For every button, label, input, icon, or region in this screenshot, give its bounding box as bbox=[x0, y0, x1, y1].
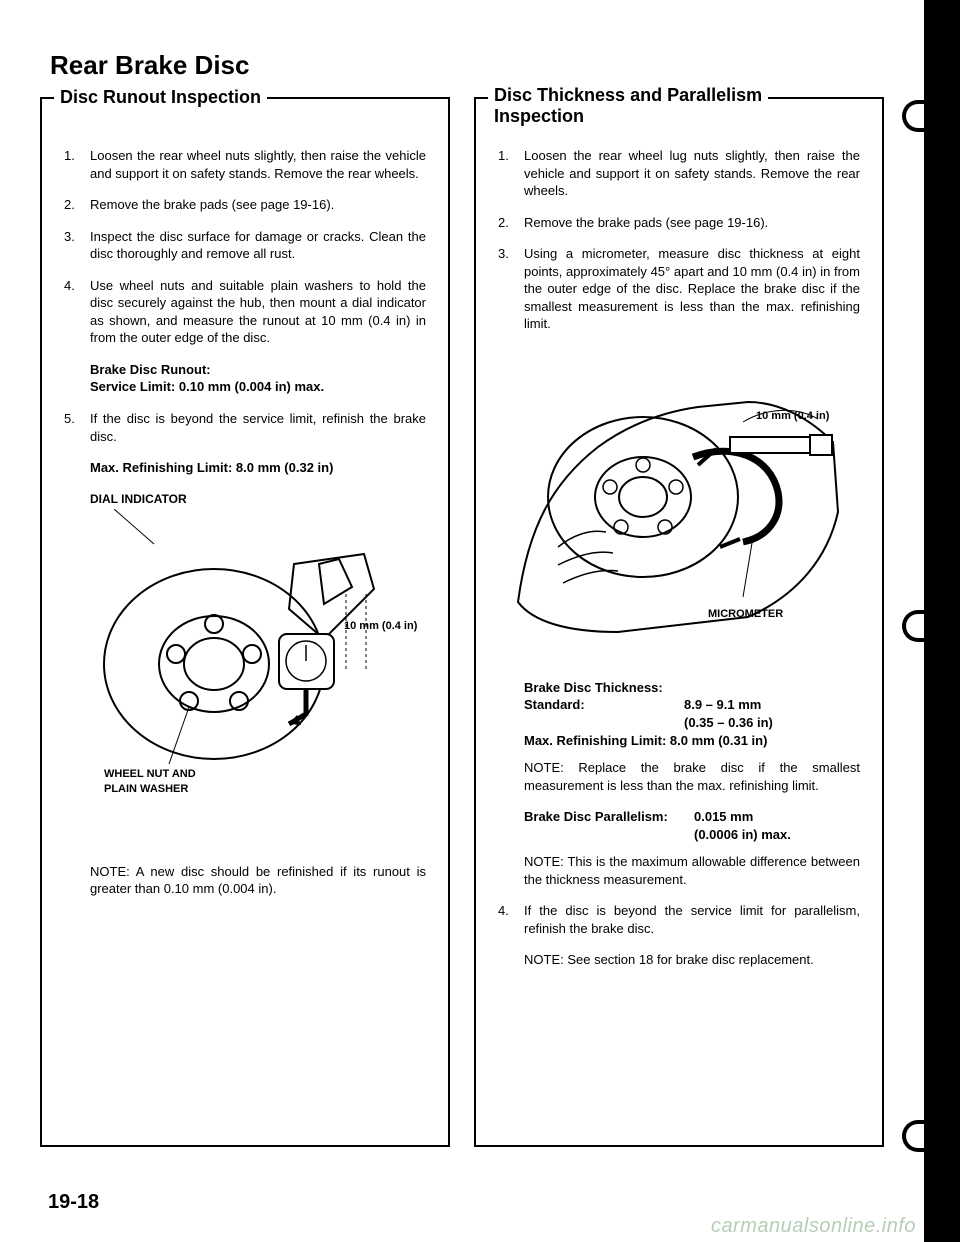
measurement-annotation: 10 mm (0.4 in) bbox=[344, 619, 434, 634]
spec-val: 8.9 – 9.1 mm bbox=[684, 696, 761, 714]
right-note1: NOTE: Replace the brake disc if the smal… bbox=[524, 759, 860, 794]
page-number: 19-18 bbox=[48, 1191, 99, 1214]
refinish-limit: Max. Refinishing Limit: 8.0 mm (0.32 in) bbox=[90, 459, 426, 477]
step-item: Inspect the disc surface for damage or c… bbox=[64, 228, 426, 263]
spec-title: Brake Disc Parallelism: bbox=[524, 808, 694, 826]
right-steps-cont: If the disc is beyond the service limit … bbox=[498, 902, 860, 937]
right-box-title: Disc Thickness and Parallelism Inspectio… bbox=[488, 85, 768, 126]
binder-edge bbox=[924, 0, 960, 1242]
left-figure: DIAL INDICATOR bbox=[64, 491, 426, 789]
right-figure: 10 mm (0.4 in) MICROMETER bbox=[498, 347, 860, 647]
spec-line: Service Limit: 0.10 mm (0.004 in) max. bbox=[90, 378, 426, 396]
measurement-annotation: 10 mm (0.4 in) bbox=[756, 409, 856, 424]
thickness-spec: Brake Disc Thickness: Standard: 8.9 – 9.… bbox=[524, 679, 860, 749]
page-title: Rear Brake Disc bbox=[50, 50, 960, 81]
step-item: Use wheel nuts and suitable plain washer… bbox=[64, 277, 426, 347]
spec-title: Brake Disc Runout: bbox=[90, 361, 426, 379]
runout-spec: Brake Disc Runout: Service Limit: 0.10 m… bbox=[90, 361, 426, 396]
page-container: Rear Brake Disc Disc Runout Inspection L… bbox=[0, 0, 960, 1242]
step-item: Using a micrometer, measure disc thickne… bbox=[498, 245, 860, 333]
right-steps: Loosen the rear wheel lug nuts slightly,… bbox=[498, 147, 860, 333]
micrometer-label: MICROMETER bbox=[708, 607, 783, 622]
binder-notch bbox=[902, 1120, 924, 1152]
spec-label: Standard: bbox=[524, 696, 684, 714]
spec-title: Brake Disc Thickness: bbox=[524, 679, 860, 697]
step-item: If the disc is beyond the service limit,… bbox=[64, 410, 426, 445]
watermark: carmanualsonline.info bbox=[711, 1215, 916, 1238]
right-note3: NOTE: See section 18 for brake disc repl… bbox=[524, 951, 860, 969]
left-box-title: Disc Runout Inspection bbox=[54, 85, 267, 109]
right-note2: NOTE: This is the maximum allowable diff… bbox=[524, 853, 860, 888]
left-box: Disc Runout Inspection Loosen the rear w… bbox=[40, 97, 450, 1147]
wheel-nut-label: WHEEL NUT AND PLAIN WASHER bbox=[104, 767, 196, 797]
micrometer-diagram bbox=[498, 347, 858, 647]
spec-val: (0.35 – 0.36 in) bbox=[684, 714, 773, 732]
step-item: Loosen the rear wheel lug nuts slightly,… bbox=[498, 147, 860, 200]
step-item: Remove the brake pads (see page 19-16). bbox=[64, 196, 426, 214]
left-steps-cont: If the disc is beyond the service limit,… bbox=[64, 410, 426, 445]
step-item: Remove the brake pads (see page 19-16). bbox=[498, 214, 860, 232]
two-column-layout: Disc Runout Inspection Loosen the rear w… bbox=[40, 97, 960, 1147]
spec-val: 0.015 mm bbox=[694, 808, 753, 826]
step-item: Loosen the rear wheel nuts slightly, the… bbox=[64, 147, 426, 182]
left-note: NOTE: A new disc should be refinished if… bbox=[90, 863, 426, 898]
refinish-limit: Max. Refinishing Limit: 8.0 mm (0.31 in) bbox=[524, 732, 860, 750]
parallelism-spec: Brake Disc Parallelism: 0.015 mm (0.0006… bbox=[524, 808, 860, 843]
dial-indicator-label: DIAL INDICATOR bbox=[90, 491, 426, 507]
right-box: Disc Thickness and Parallelism Inspectio… bbox=[474, 97, 884, 1147]
dial-indicator-diagram bbox=[64, 509, 424, 789]
step-item: If the disc is beyond the service limit … bbox=[498, 902, 860, 937]
left-steps: Loosen the rear wheel nuts slightly, the… bbox=[64, 147, 426, 347]
spec-val: (0.0006 in) max. bbox=[694, 826, 791, 844]
